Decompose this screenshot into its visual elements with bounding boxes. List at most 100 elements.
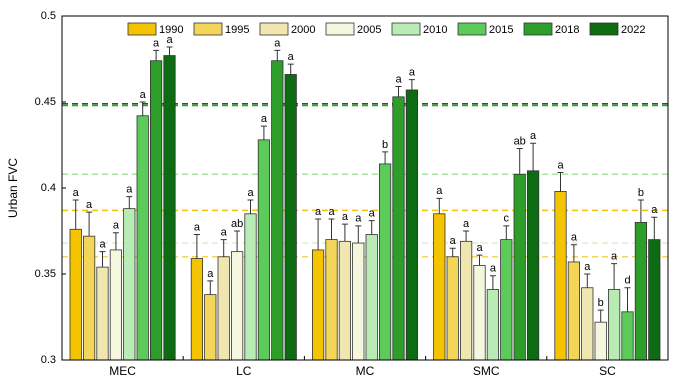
bar [352,242,365,361]
error-bar [86,211,93,237]
legend-label: 1990 [159,24,183,36]
bar [136,115,149,361]
significance-label: a [73,187,80,199]
significance-label: a [450,235,457,247]
bar [230,251,244,361]
bar [500,239,513,361]
significance-label: a [651,204,658,216]
error-bar [382,151,389,164]
legend-label: 1995 [225,24,249,36]
error-bar [436,197,443,214]
error-bar [489,275,496,290]
bar [378,163,392,361]
significance-label: a [86,199,93,211]
bar [217,256,230,361]
legend-swatch [193,22,223,36]
bar [581,287,594,361]
bar [311,249,325,361]
significance-label: a [328,206,335,218]
error-bar [315,218,322,250]
bar [567,261,581,361]
significance-label: a [355,213,362,225]
significance-label: a [571,232,578,244]
error-bar [463,230,470,242]
y-tick-label: 0.45 [35,96,56,108]
error-bar [207,280,214,295]
legend-swatch [259,22,289,36]
bar [365,234,378,361]
significance-label: a [140,89,147,101]
bar [149,60,163,361]
legend-label: 2018 [555,24,579,36]
bar [473,264,486,361]
significance-label: a [166,34,173,46]
bar [527,170,540,361]
x-tick-label: LC [236,364,252,378]
error-bar [503,225,510,240]
significance-label: a [557,159,564,171]
significance-label: a [261,113,268,125]
error-bar [328,218,335,240]
bar [459,240,473,361]
bar [446,256,459,361]
significance-label: a [288,51,295,63]
error-bar [247,199,254,214]
significance-label: a [611,251,618,263]
error-bar [112,232,119,250]
legend-label: 2022 [621,24,645,36]
significance-label: a [436,185,443,197]
error-bar [570,244,577,262]
y-tick-label: 0.35 [35,268,56,280]
significance-label: a [221,227,228,239]
significance-label: a [113,220,120,232]
significance-label: a [247,187,254,199]
error-bar [72,199,79,230]
bar [554,191,567,361]
significance-label: d [624,275,630,287]
error-bar [355,225,362,244]
significance-label: a [207,268,214,280]
bar [325,239,338,361]
bar [271,60,284,361]
significance-label: b [598,297,604,309]
significance-label: a [126,184,133,196]
bar [594,321,607,361]
error-bar [287,63,294,75]
legend-label: 2000 [291,24,315,36]
bar [648,239,661,361]
legend-label: 2005 [357,24,381,36]
error-bar [260,125,267,140]
bar [244,213,257,361]
bar [486,289,500,361]
bar [621,311,634,361]
error-bar [139,101,146,116]
legend-label: 2010 [423,24,447,36]
legend-swatch [457,22,487,36]
bar [109,249,122,361]
significance-label: a [490,263,497,275]
y-axis-label: Urban FVC [6,158,20,218]
bar [433,213,446,361]
significance-label: a [463,218,470,230]
error-bar [476,254,483,266]
legend-swatch [523,22,553,36]
error-bar [395,86,402,97]
legend-swatch [391,22,421,36]
significance-label: a [99,239,106,251]
significance-label: a [530,130,537,142]
error-bar [408,79,415,90]
bar [96,266,109,361]
bar [338,240,352,361]
significance-label: a [342,211,349,223]
bar [405,89,419,361]
bar [204,294,217,361]
significance-label: a [315,206,322,218]
bar [392,96,405,361]
significance-label: a [409,67,416,79]
error-bar [274,49,281,61]
bar [513,173,526,361]
error-bar [651,216,658,240]
plot-frame [61,15,669,361]
x-tick-label: SC [599,364,616,378]
